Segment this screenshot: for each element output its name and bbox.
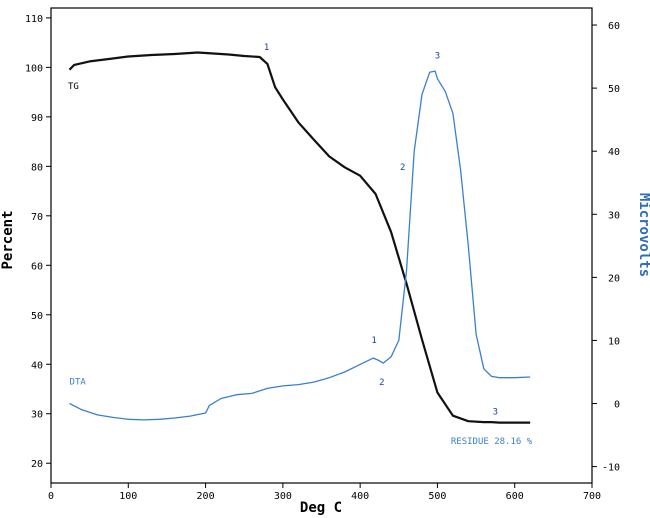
y-right-tick-label: -10	[602, 463, 620, 474]
y-left-tick-label: 100	[25, 63, 43, 74]
annotation-dta-3: 3	[435, 51, 440, 61]
y-right-tick-label: 30	[608, 210, 620, 221]
y-right-tick-label: 20	[608, 273, 620, 284]
y-left-tick-label: 20	[31, 459, 43, 470]
y-axis-title-left: Percent	[0, 210, 16, 269]
dta-series-line	[69, 70, 531, 421]
y-right-tick-label: 10	[608, 336, 620, 347]
y-right-tick-label: 50	[608, 84, 620, 95]
tg-series-line	[68, 51, 531, 424]
series	[68, 51, 531, 424]
x-tick-label: 600	[506, 491, 524, 502]
x-axis-title: Deg C	[300, 500, 342, 516]
tg-series-label: TG	[68, 82, 79, 92]
y-right-tick-label: 40	[608, 147, 620, 158]
y-axis-title-right: Microvolts	[636, 193, 650, 277]
y-left-tick-label: 90	[31, 113, 43, 124]
x-tick-label: 100	[119, 491, 137, 502]
annotation-dta-2: 2	[379, 378, 384, 388]
ticks: 0 100 200 300 400 500 600 700203040506070809010…	[25, 14, 620, 502]
x-tick-label: 500	[428, 491, 446, 502]
y-left-tick-label: 30	[31, 410, 43, 421]
y-left-tick-label: 60	[31, 261, 43, 272]
annotation-tg-3: 3	[493, 408, 498, 418]
y-left-tick-label: 40	[31, 360, 43, 371]
residue-label: RESIDUE 28.16 %	[451, 437, 533, 447]
y-left-tick-label: 80	[31, 162, 43, 173]
y-left-tick-label: 110	[25, 14, 43, 25]
x-tick-label: 400	[351, 491, 369, 502]
x-tick-label: 0	[48, 491, 54, 502]
x-tick-label: 700	[583, 491, 601, 502]
y-left-tick-label: 70	[31, 212, 43, 223]
annotation-tg-1: 1	[264, 43, 269, 53]
y-right-tick-label: 0	[614, 400, 620, 411]
x-tick-label: 300	[274, 491, 292, 502]
x-tick-label: 200	[197, 491, 215, 502]
annotation-tg-2: 2	[400, 163, 405, 173]
annotation-dta-1: 1	[371, 336, 376, 346]
y-right-tick-label: 60	[608, 21, 620, 32]
y-left-tick-label: 50	[31, 311, 43, 322]
labels: TG DTA 1 2 1 2 3 3 RESIDUE 28.16 %	[68, 43, 533, 447]
plot-frame	[50, 7, 593, 484]
axes	[50, 7, 593, 484]
dta-series-label: DTA	[70, 378, 87, 388]
